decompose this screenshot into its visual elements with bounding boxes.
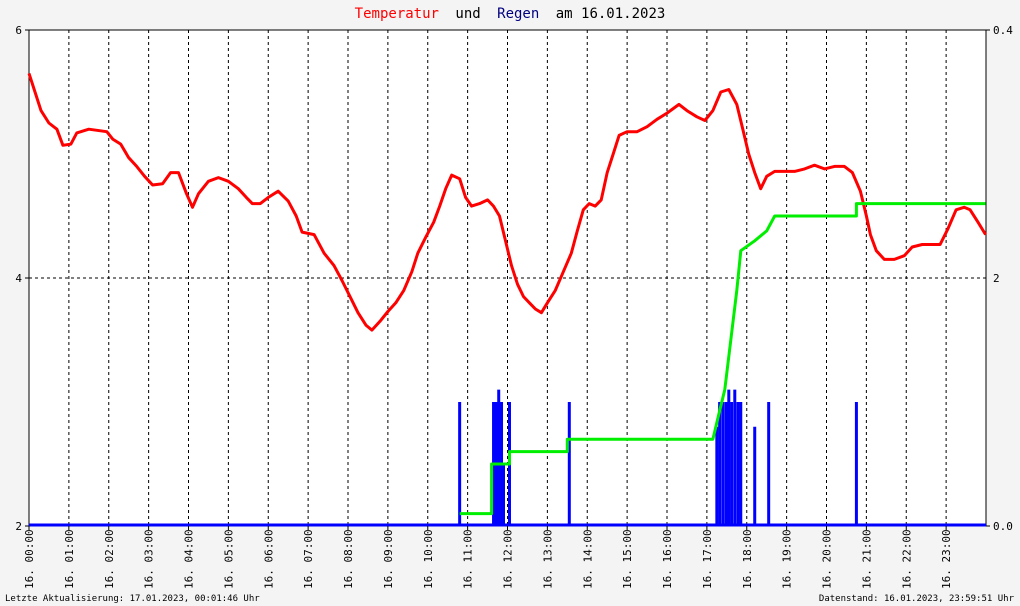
title-rain: Regen bbox=[497, 6, 539, 22]
x-tick-label: 16. 06:00 bbox=[262, 529, 275, 589]
x-tick-label: 16. 07:00 bbox=[302, 529, 315, 589]
grid bbox=[29, 30, 986, 526]
x-tick-label: 16. 20:00 bbox=[821, 529, 834, 589]
axes: 16. 00:00 16. 01:00 16. 02:00 16. 03:00 16. … bbox=[15, 24, 1013, 589]
footer-last-update: Letzte Aktualisierung: 17.01.2023, 00:01… bbox=[5, 594, 260, 604]
x-tick-label: 16. 01:00 bbox=[63, 529, 76, 589]
y-left-tick-label: 2 bbox=[15, 520, 22, 533]
x-tick-label: 16. 23:00 bbox=[940, 529, 953, 589]
title-date: am 16.01.2023 bbox=[556, 6, 666, 22]
x-tick-label: 16. 02:00 bbox=[103, 529, 116, 589]
x-tick-label: 16. 05:00 bbox=[222, 529, 235, 589]
x-tick-label: 16. 14:00 bbox=[581, 529, 594, 589]
x-tick-label: 16. 03:00 bbox=[143, 529, 156, 589]
x-tick-label: 16. 11:00 bbox=[462, 529, 475, 589]
temperature-line bbox=[27, 72, 987, 332]
title-und: und bbox=[455, 6, 480, 22]
x-tick-label: 16. 12:00 bbox=[502, 529, 515, 589]
rain_total-line bbox=[459, 202, 986, 516]
x-tick-label: 16. 19:00 bbox=[781, 529, 794, 589]
footer-data-state: Datenstand: 16.01.2023, 23:59:51 Uhr bbox=[819, 594, 1015, 604]
x-tick-label: 16. 00:00 bbox=[23, 529, 36, 589]
x-tick-label: 16. 13:00 bbox=[541, 529, 554, 589]
title-temperature: Temperatur bbox=[355, 6, 439, 22]
x-tick-label: 16. 16:00 bbox=[661, 529, 674, 589]
y-right-inner-tick-label: 2 bbox=[993, 272, 1000, 285]
y-left-tick-label: 4 bbox=[15, 272, 22, 285]
x-tick-label: 16. 10:00 bbox=[422, 529, 435, 589]
x-tick-label: 16. 21:00 bbox=[860, 529, 873, 589]
chart-title: Temperatur und Regen am 16.01.2023 bbox=[355, 6, 666, 22]
y-left-tick-label: 6 bbox=[15, 24, 22, 37]
x-tick-label: 16. 17:00 bbox=[701, 529, 714, 589]
y-right-tick-label: 0.4 bbox=[993, 24, 1013, 37]
x-tick-label: 16. 15:00 bbox=[621, 529, 634, 589]
x-tick-label: 16. 22:00 bbox=[900, 529, 913, 589]
x-tick-label: 16. 09:00 bbox=[382, 529, 395, 589]
series-lines bbox=[27, 72, 987, 516]
x-tick-label: 16. 04:00 bbox=[183, 529, 196, 589]
x-tick-label: 16. 18:00 bbox=[741, 529, 754, 589]
y-right-tick-label: 0.0 bbox=[993, 520, 1013, 533]
x-tick-label: 16. 08:00 bbox=[342, 529, 355, 589]
